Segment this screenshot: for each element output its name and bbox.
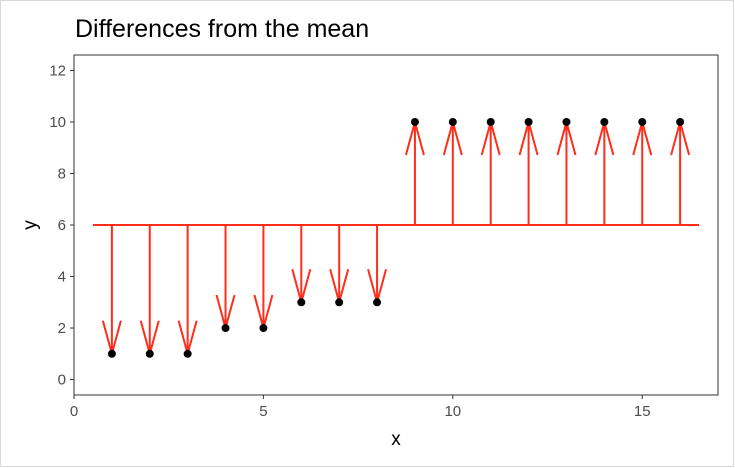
data-point — [486, 117, 495, 126]
data-point — [638, 117, 647, 126]
x-axis-title: x — [391, 429, 401, 450]
data-point — [676, 117, 685, 126]
data-point — [524, 117, 533, 126]
data-point — [600, 117, 609, 126]
y-tick-label: 8 — [58, 165, 66, 182]
y-tick-label: 12 — [49, 62, 66, 79]
point-layer — [107, 117, 685, 358]
data-point — [448, 117, 457, 126]
y-axis-title: y — [20, 220, 41, 230]
data-point — [259, 324, 268, 333]
x-tick-label: 15 — [634, 403, 651, 420]
data-point — [297, 298, 306, 307]
y-tick-label: 10 — [49, 114, 66, 131]
y-tick-label: 0 — [58, 372, 66, 389]
x-tick-label: 5 — [259, 403, 267, 420]
data-point — [410, 117, 419, 126]
chart-title: Differences from the mean — [75, 15, 369, 43]
data-point — [373, 298, 382, 307]
data-point — [145, 349, 154, 358]
x-tick-label: 0 — [70, 403, 78, 420]
data-point — [107, 349, 116, 358]
x-axis: 0 5 10 15 — [70, 395, 651, 420]
x-tick-label: 10 — [444, 403, 461, 420]
y-tick-label: 4 — [58, 269, 66, 286]
y-tick-label: 6 — [58, 217, 66, 234]
y-tick-label: 2 — [58, 320, 66, 337]
data-point — [335, 298, 344, 307]
data-point — [183, 349, 192, 358]
y-axis: 0 2 4 6 8 10 12 — [49, 62, 74, 389]
data-point — [562, 117, 571, 126]
data-point — [221, 324, 230, 333]
